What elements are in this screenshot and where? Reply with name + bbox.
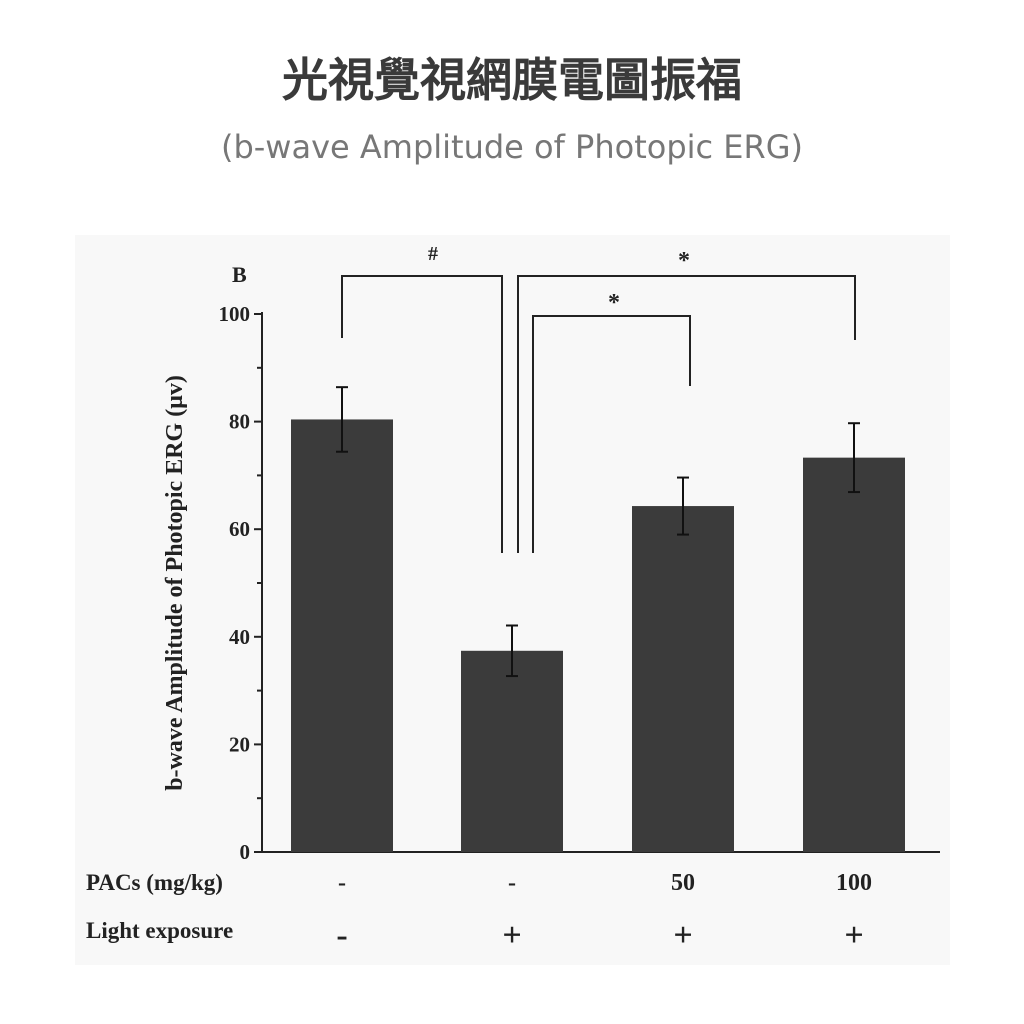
bar [461, 650, 563, 852]
row-label: PACs (mg/kg) [86, 870, 223, 895]
error-bar [506, 624, 518, 678]
y-tick-label: 0 [240, 840, 251, 864]
panel-label: B [232, 262, 247, 287]
row-value: + [844, 917, 863, 954]
bracket [517, 275, 856, 553]
y-tick-label: 80 [229, 410, 250, 434]
row-value: + [502, 917, 521, 954]
row-value: - [336, 917, 347, 954]
chart-title: 光視覺視網膜電圖振福 [282, 53, 742, 107]
annotation: * [608, 290, 620, 316]
y-tick-label: 40 [229, 625, 250, 649]
y-tick-label: 100 [219, 302, 251, 326]
row-value: + [673, 917, 692, 954]
chart-subtitle: (b-wave Amplitude of Photopic ERG) [221, 128, 803, 166]
bracket [532, 315, 691, 553]
row-value: 50 [671, 870, 695, 896]
annotation: * [678, 248, 690, 274]
bar [632, 506, 734, 852]
y-axis-label: b-wave Amplitude of Photopic ERG (μv) [162, 375, 188, 791]
error-bar [677, 476, 689, 536]
bar [803, 457, 905, 852]
error-bar [848, 422, 860, 494]
row-value: 100 [836, 870, 872, 896]
y-tick-label: 60 [229, 517, 250, 541]
row-value: - [338, 870, 346, 896]
bar [291, 419, 393, 852]
row-label: Light exposure [86, 918, 233, 943]
annotation: # [428, 243, 438, 265]
y-tick-label: 20 [229, 732, 250, 756]
bracket [341, 275, 503, 553]
row-value: - [508, 870, 516, 896]
significance-brackets [341, 275, 856, 553]
error-bar [336, 386, 348, 453]
